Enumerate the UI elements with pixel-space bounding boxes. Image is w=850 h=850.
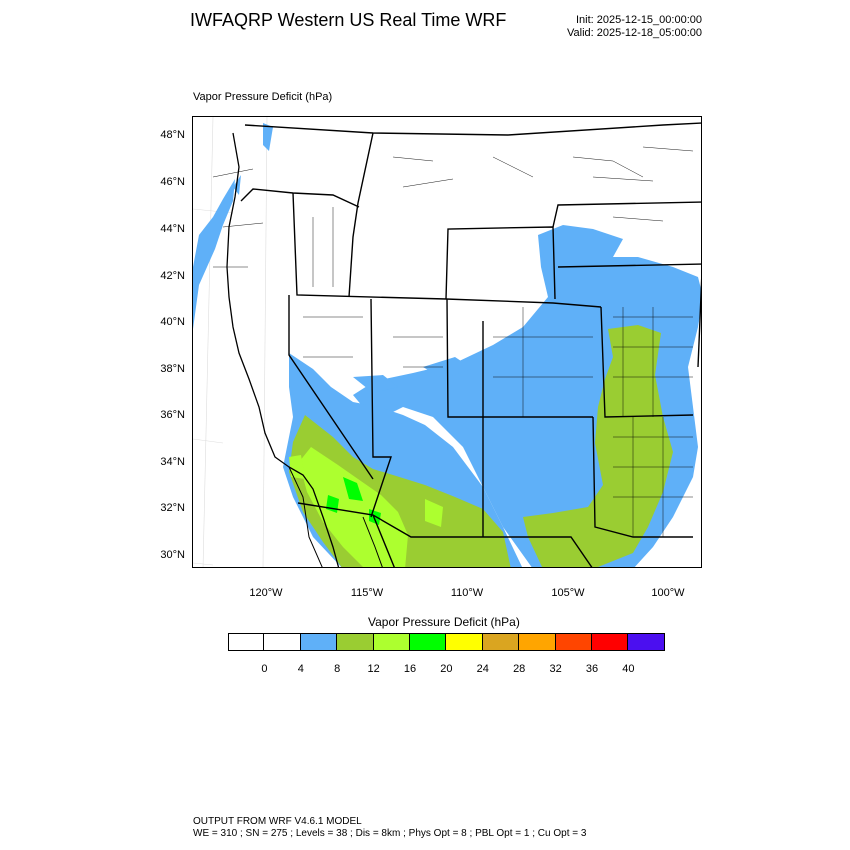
lon-label: 115°W [350, 587, 384, 599]
legend-label: 28 [513, 663, 526, 675]
legend-swatch [446, 633, 483, 651]
legend-label: 40 [622, 663, 635, 675]
legend-swatch [337, 633, 374, 651]
lat-label: 32°N [160, 502, 185, 514]
lon-label: 120°W [249, 587, 283, 599]
model-footer: OUTPUT FROM WRF V4.6.1 MODEL WE = 310 ; … [193, 816, 586, 840]
county-boundaries [212, 146, 694, 537]
legend-label: 0 [261, 663, 268, 675]
legend-label: 16 [403, 663, 417, 675]
lon-label: 110°W [450, 587, 484, 599]
panel-title: Vapor Pressure Deficit (hPa) [193, 91, 333, 103]
legend-swatch [264, 633, 301, 651]
lat-label: 34°N [160, 456, 185, 468]
state-boundaries [240, 122, 701, 567]
legend-swatch [628, 633, 665, 651]
legend-title: Vapor Pressure Deficit (hPa) [368, 615, 520, 629]
legend-swatch [228, 633, 265, 651]
page-title: IWFAQRP Western US Real Time WRF [190, 10, 507, 30]
vpd-field [193, 123, 701, 567]
color-legend-bar [228, 633, 665, 651]
legend-label: 36 [585, 663, 599, 675]
map-panel [192, 116, 702, 568]
init-valid-times: Init: 2025-12-15_00:00:00 Valid: 2025-12… [567, 14, 702, 40]
lat-label: 46°N [160, 176, 185, 188]
legend-swatch [300, 633, 338, 651]
lon-label: 100°W [651, 587, 685, 599]
lat-label: 40°N [160, 316, 185, 328]
valid-time: Valid: 2025-12-18_05:00:00 [567, 27, 702, 39]
legend-label: 12 [367, 663, 380, 675]
gulf-coastline [362, 516, 383, 567]
footer-config-line: WE = 310 ; SN = 275 ; Levels = 38 ; Dis … [193, 828, 587, 839]
baja-coastline [288, 466, 323, 567]
legend-label: 4 [297, 663, 304, 675]
legend-swatch [555, 633, 592, 651]
lat-label: 38°N [160, 363, 185, 375]
legend-label: 20 [440, 663, 453, 675]
legend-swatch [373, 633, 410, 651]
legend-swatch [409, 633, 447, 651]
graticule [193, 117, 268, 567]
lat-label: 30°N [160, 549, 185, 561]
lat-label: 42°N [160, 270, 185, 282]
legend-label: 8 [334, 663, 341, 675]
footer-model-line: OUTPUT FROM WRF V4.6.1 MODEL [193, 816, 362, 827]
legend-label: 32 [549, 663, 562, 675]
init-time: Init: 2025-12-15_00:00:00 [576, 14, 702, 26]
pacific-coastline [226, 132, 340, 567]
lat-label: 36°N [160, 409, 185, 421]
map-canvas [193, 117, 701, 567]
lat-label: 48°N [160, 129, 185, 141]
legend-swatch [519, 633, 556, 651]
legend-label: 24 [476, 663, 489, 675]
legend-swatch [591, 633, 629, 651]
legend-swatch [482, 633, 520, 651]
lon-label: 105°W [551, 587, 585, 599]
lat-label: 44°N [160, 223, 185, 235]
